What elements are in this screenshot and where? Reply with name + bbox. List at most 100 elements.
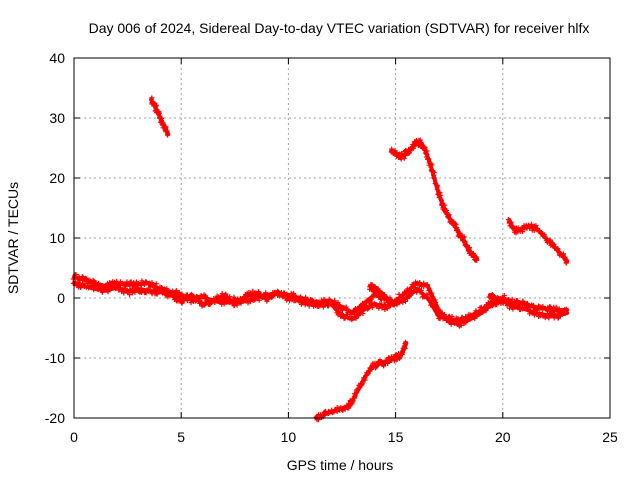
data-point <box>563 260 569 266</box>
data-point <box>442 202 448 208</box>
data-point <box>221 301 227 307</box>
data-point <box>455 316 461 322</box>
data-point <box>149 280 155 286</box>
data-point <box>234 302 240 308</box>
data-point <box>373 365 379 371</box>
data-point <box>507 299 513 305</box>
data-point <box>490 293 496 299</box>
y-tick-label: 40 <box>49 50 65 66</box>
data-point <box>362 375 368 381</box>
data-point <box>515 298 521 304</box>
data-point <box>562 257 568 263</box>
data-point <box>540 303 546 309</box>
data-point <box>84 276 90 282</box>
data-point <box>426 286 432 292</box>
data-point <box>510 306 516 312</box>
data-point <box>349 317 355 323</box>
grid <box>74 58 610 418</box>
data-point <box>256 290 262 296</box>
data-point <box>387 303 393 309</box>
data-point <box>303 294 309 300</box>
data-point <box>380 359 386 365</box>
data-point <box>165 294 171 300</box>
data-point <box>328 300 334 306</box>
data-point <box>80 280 86 286</box>
data-point <box>424 292 430 298</box>
series-arc-afternoon <box>388 137 480 263</box>
data-point <box>352 393 358 399</box>
data-point <box>218 294 224 300</box>
y-tick-label: -10 <box>45 350 65 366</box>
data-point <box>553 304 559 310</box>
series-arc-negative <box>313 339 409 423</box>
x-tick-label: 25 <box>602 429 618 445</box>
data-point <box>175 294 181 300</box>
data-point <box>489 303 495 309</box>
data-point <box>435 312 441 318</box>
x-tick-label: 10 <box>281 429 297 445</box>
series-main-band-b <box>70 279 570 329</box>
data-point <box>310 301 316 307</box>
data-point <box>347 314 353 320</box>
data-point <box>390 302 396 308</box>
data-point <box>263 290 269 296</box>
data-point <box>553 312 559 318</box>
data-point <box>320 304 326 310</box>
data-point <box>424 151 430 157</box>
series-arc-mid <box>367 281 398 308</box>
data-point <box>433 299 439 305</box>
data-point <box>195 295 201 301</box>
chart-title: Day 006 of 2024, Sidereal Day-to-day VTE… <box>89 20 590 36</box>
data-point <box>454 224 460 230</box>
data-point <box>284 297 290 303</box>
data-point <box>286 292 292 298</box>
y-axis-title: SDTVAR / TECUs <box>5 182 21 294</box>
data-point <box>153 283 159 289</box>
data-point <box>554 245 560 251</box>
data-point <box>501 293 507 299</box>
data-point <box>401 343 407 349</box>
data-point <box>547 237 553 243</box>
data-point <box>346 404 352 410</box>
data-point <box>197 297 203 303</box>
data-point <box>429 296 435 302</box>
data-point <box>494 299 500 305</box>
data-point <box>326 296 332 302</box>
data-point <box>555 246 561 252</box>
data-point <box>526 307 532 313</box>
data-point <box>461 234 467 240</box>
data-point <box>446 215 452 221</box>
data-point <box>299 296 305 302</box>
data-point <box>369 304 375 310</box>
data-point <box>176 296 182 302</box>
series-arc-evening <box>505 217 570 266</box>
data-point <box>339 307 345 313</box>
data-point <box>365 371 371 377</box>
data-point <box>462 319 468 325</box>
data-point <box>437 192 443 198</box>
data-point <box>400 299 406 305</box>
data-point <box>201 302 207 308</box>
data-point <box>381 292 387 298</box>
data-point <box>171 294 177 300</box>
data-point <box>179 291 185 297</box>
data-point <box>515 303 521 309</box>
x-axis-title: GPS time / hours <box>287 457 394 473</box>
data-point <box>520 227 526 233</box>
data-point <box>124 288 130 294</box>
data-point <box>324 299 330 305</box>
data-point <box>388 296 394 302</box>
data-point <box>459 233 465 239</box>
data-point <box>160 288 166 294</box>
data-point <box>243 295 249 301</box>
y-tick-label: 30 <box>49 110 65 126</box>
data-point <box>399 295 405 301</box>
ticks: 0 5 10 15 20 25 -20 -10 0 10 20 30 40 <box>45 50 618 445</box>
data-point <box>399 349 405 355</box>
data-point <box>319 300 325 306</box>
data-point <box>289 294 295 300</box>
data-point <box>394 150 400 156</box>
data-point <box>127 292 133 298</box>
data-point <box>408 288 414 294</box>
